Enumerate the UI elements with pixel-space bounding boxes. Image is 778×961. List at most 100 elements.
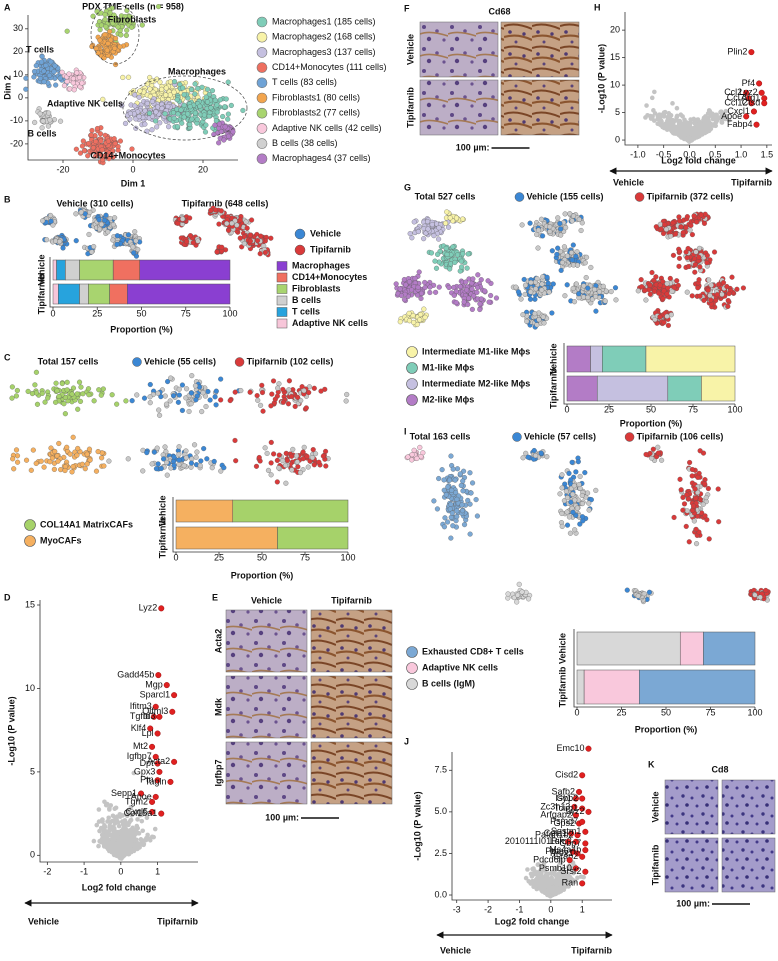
cell-dot	[244, 225, 250, 231]
cell-dot	[78, 209, 84, 215]
cell-dot	[109, 392, 115, 398]
cell-dot	[227, 398, 233, 404]
cell-dot	[86, 231, 92, 238]
cell-dot	[447, 215, 453, 221]
background-gene	[681, 124, 687, 130]
cell-dot	[448, 535, 454, 541]
cell-dot	[70, 76, 76, 82]
cell-dot	[445, 519, 451, 525]
cell-dot	[61, 401, 67, 407]
cell-dot	[681, 501, 688, 507]
y-tick-label: -20	[10, 138, 23, 148]
cell-dot	[734, 286, 740, 292]
cell-dot	[171, 462, 177, 468]
cell-dot	[98, 138, 104, 144]
x-tick-label: -20	[56, 164, 69, 174]
cell-dot	[276, 381, 282, 387]
cell-dot	[559, 472, 565, 478]
cell-dot	[436, 236, 442, 242]
cell-dot	[687, 227, 693, 233]
cell-dot	[243, 219, 249, 225]
cell-dot	[522, 291, 528, 297]
cell-dot	[62, 467, 68, 474]
bar-segment	[52, 283, 59, 305]
cell-dot	[86, 392, 92, 398]
x-tick-label: -3	[453, 904, 461, 914]
cell-dot	[685, 263, 692, 270]
cell-dot	[442, 220, 449, 226]
cell-dot	[56, 393, 62, 399]
view-dot	[234, 357, 245, 367]
cell-dot	[428, 250, 435, 256]
row-label: Mdk	[213, 697, 223, 716]
cell-dot	[521, 276, 527, 283]
cell-dot	[470, 276, 476, 282]
highlighted-gene	[167, 778, 174, 785]
background-gene	[108, 825, 113, 831]
direction-right: Tipifarnib	[157, 916, 198, 926]
cell-dot	[225, 79, 231, 85]
background-gene	[103, 802, 109, 808]
y-tick-label: 15	[610, 52, 620, 62]
x-tick-label: 25	[604, 404, 614, 414]
legend-swatch	[24, 535, 36, 547]
cell-dot	[247, 232, 253, 238]
bar-segment	[65, 259, 80, 281]
cell-dot	[716, 281, 722, 288]
cell-dot	[61, 83, 68, 89]
highlighted-gene	[169, 708, 176, 715]
cell-dot	[301, 388, 307, 394]
cell-dot	[692, 269, 698, 275]
cell-dot	[693, 495, 699, 501]
cell-dot	[676, 263, 682, 269]
cell-dot	[676, 218, 682, 224]
cell-dot	[711, 249, 718, 255]
cell-dot	[41, 79, 47, 85]
cell-dot	[268, 460, 274, 466]
legend-label: T cells	[292, 306, 320, 316]
cell-dot	[300, 449, 306, 455]
cell-dot	[288, 393, 295, 400]
cell-dot	[74, 452, 80, 458]
cell-dot	[525, 596, 532, 602]
cell-dot	[677, 248, 683, 255]
background-gene	[126, 822, 131, 828]
cell-dot	[564, 282, 570, 288]
cell-dot	[289, 453, 295, 459]
highlighted-gene	[753, 121, 760, 128]
cell-dot	[208, 207, 214, 213]
x-tick-label: 100	[340, 552, 355, 562]
cell-dot	[477, 306, 483, 313]
legend-swatch	[256, 16, 268, 28]
cell-dot	[527, 296, 534, 302]
cell-dot	[168, 375, 174, 381]
background-gene	[131, 842, 137, 848]
cell-dot	[408, 287, 415, 293]
cell-dot	[136, 94, 142, 100]
cell-dot	[532, 296, 538, 302]
x-tick-label: 100	[747, 707, 762, 717]
cell-dot	[40, 218, 46, 224]
cell-dot	[122, 120, 129, 126]
cell-dot	[520, 312, 526, 318]
cell-dot	[127, 19, 133, 25]
cell-dot	[147, 394, 153, 400]
y-tick-label: 2.5	[434, 848, 447, 858]
cell-dot	[719, 291, 725, 297]
cell-dot	[409, 235, 415, 241]
cell-dot	[519, 589, 525, 595]
cell-dot	[582, 470, 588, 476]
cell-dot	[258, 233, 264, 239]
cluster-label: Macrophages	[168, 66, 226, 76]
cell-dot	[218, 376, 224, 382]
background-gene	[120, 827, 126, 833]
cell-dot	[406, 279, 413, 285]
cell-dot	[435, 251, 441, 257]
legend-label: B cells	[292, 295, 321, 305]
cell-dot	[303, 405, 309, 411]
cluster-label: T cells	[26, 44, 54, 54]
cell-dot	[219, 244, 225, 250]
y-tick-label: 0	[615, 134, 620, 144]
cell-dot	[23, 75, 29, 81]
ihc-image	[225, 741, 308, 805]
